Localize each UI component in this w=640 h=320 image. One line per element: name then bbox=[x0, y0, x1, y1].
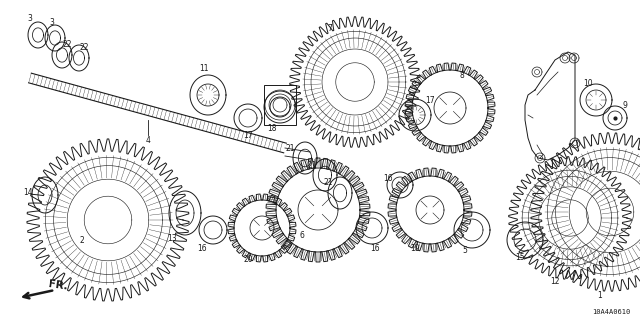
Text: 2: 2 bbox=[79, 236, 84, 244]
Text: 4: 4 bbox=[145, 135, 150, 145]
Text: 21: 21 bbox=[307, 161, 317, 170]
Text: 20: 20 bbox=[243, 255, 253, 265]
Text: 19: 19 bbox=[410, 244, 420, 252]
Text: 16: 16 bbox=[197, 244, 207, 252]
Text: 16: 16 bbox=[383, 173, 393, 182]
Text: FR.: FR. bbox=[48, 279, 68, 291]
Text: 22: 22 bbox=[79, 43, 89, 52]
Text: 11: 11 bbox=[199, 63, 209, 73]
Text: 5: 5 bbox=[463, 245, 467, 254]
Text: 7: 7 bbox=[328, 23, 332, 33]
Text: 15: 15 bbox=[515, 253, 525, 262]
Text: 3: 3 bbox=[49, 18, 54, 27]
Text: 18: 18 bbox=[268, 124, 276, 132]
Text: 17: 17 bbox=[425, 95, 435, 105]
Text: 10A4A0610: 10A4A0610 bbox=[592, 309, 630, 315]
Text: 1: 1 bbox=[598, 291, 602, 300]
Text: 14: 14 bbox=[23, 188, 33, 196]
Text: 16: 16 bbox=[370, 244, 380, 252]
Text: 8: 8 bbox=[460, 70, 465, 79]
Text: 17: 17 bbox=[243, 131, 253, 140]
Text: 10: 10 bbox=[583, 78, 593, 87]
Bar bbox=[264, 85, 296, 125]
Text: 6: 6 bbox=[300, 230, 305, 239]
Text: 12: 12 bbox=[550, 277, 560, 286]
Text: 3: 3 bbox=[28, 13, 33, 22]
Text: 21: 21 bbox=[323, 178, 333, 187]
Text: 22: 22 bbox=[62, 39, 72, 49]
Text: 13: 13 bbox=[167, 234, 177, 243]
Text: 9: 9 bbox=[623, 100, 627, 109]
Text: 21: 21 bbox=[285, 143, 295, 153]
